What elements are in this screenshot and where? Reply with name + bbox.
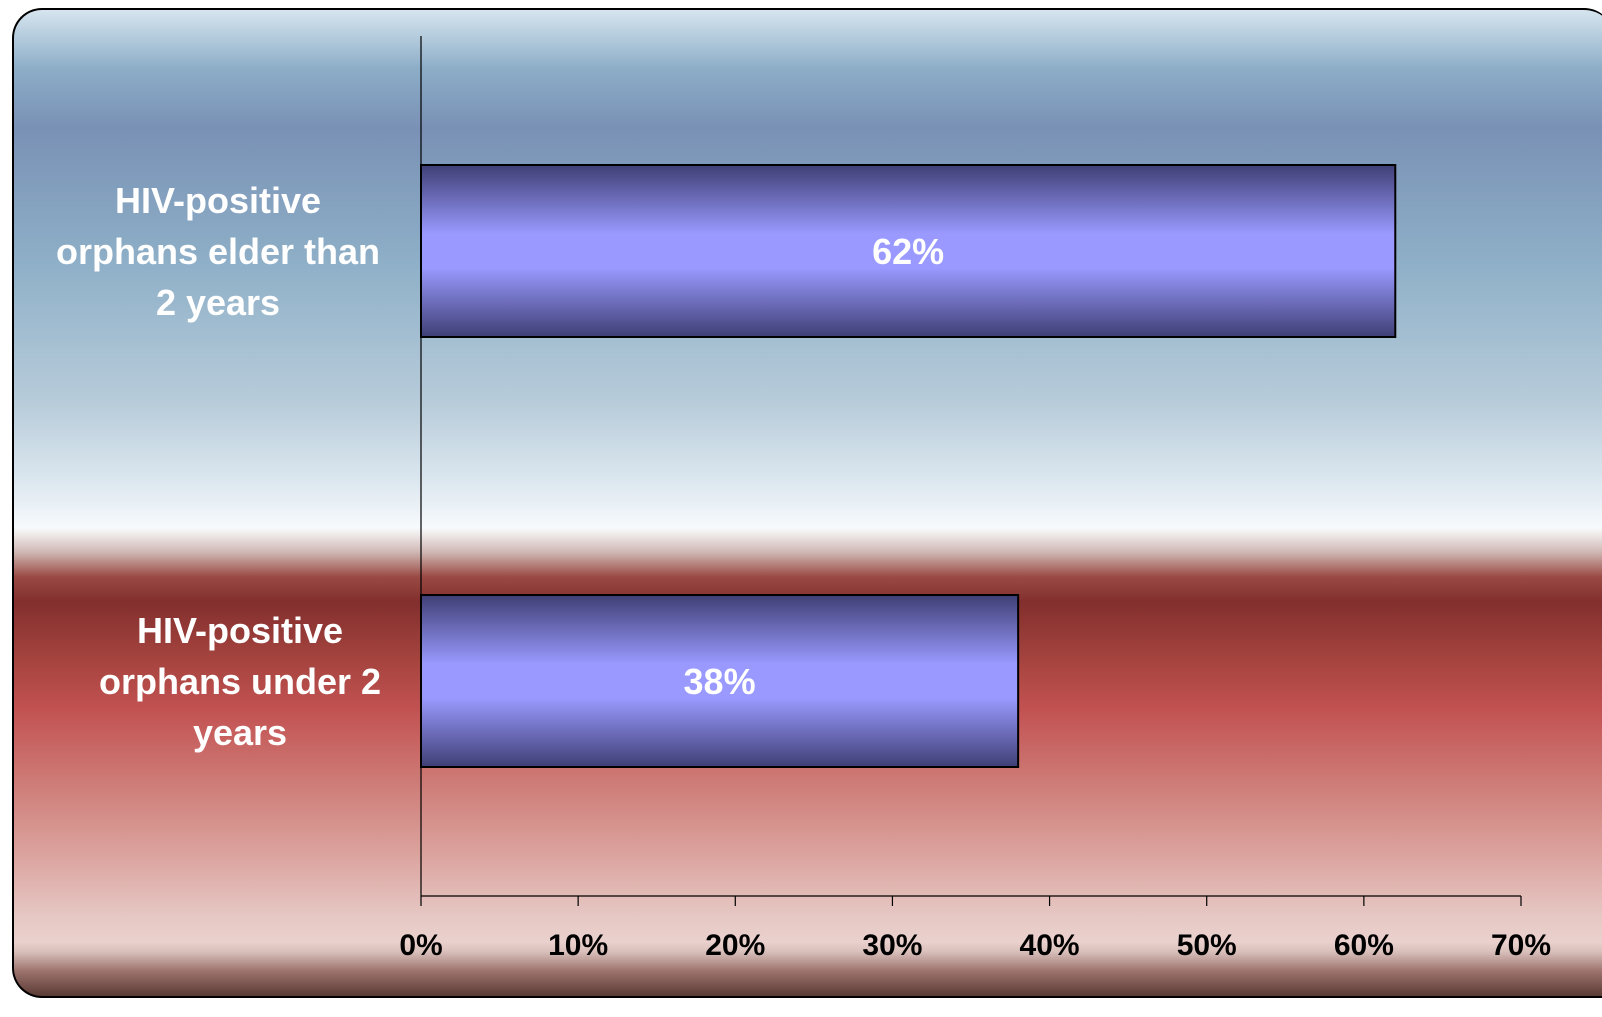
category-label-line: years xyxy=(193,712,287,753)
bar-chart: 0% 10% 20% 30% 40% 50% 60% 70% 62% HIV-positive or… xyxy=(56,36,1551,962)
category-label-line: 2 years xyxy=(156,282,280,323)
x-tick-label: 40% xyxy=(1020,929,1080,962)
bar xyxy=(420,594,1020,768)
data-label: 38% xyxy=(684,661,756,702)
x-tick-label: 0% xyxy=(399,929,442,962)
x-tick-label: 60% xyxy=(1334,929,1394,962)
category-label: HIV-positive orphans elder than 2 years xyxy=(56,180,380,323)
category-label-line: orphans elder than xyxy=(56,231,380,272)
x-tick-label: 70% xyxy=(1491,929,1551,962)
data-label: 62% xyxy=(872,231,944,272)
chart-frame: 0% 10% 20% 30% 40% 50% 60% 70% 62% HIV-positive or… xyxy=(12,8,1602,998)
bar xyxy=(420,164,1397,338)
labels: 0% 10% 20% 30% 40% 50% 60% 70% 62% HIV-positive or… xyxy=(56,180,1551,962)
category-label-line: HIV-positive xyxy=(115,180,321,221)
bars xyxy=(420,164,1397,768)
x-tick-label: 50% xyxy=(1177,929,1237,962)
x-tick-label: 20% xyxy=(705,929,765,962)
x-tick-label: 30% xyxy=(862,929,922,962)
category-label-line: HIV-positive xyxy=(137,610,343,651)
category-label: HIV-positive orphans under 2 years xyxy=(99,610,381,753)
category-label-line: orphans under 2 xyxy=(99,661,381,702)
x-tick-label: 10% xyxy=(548,929,608,962)
